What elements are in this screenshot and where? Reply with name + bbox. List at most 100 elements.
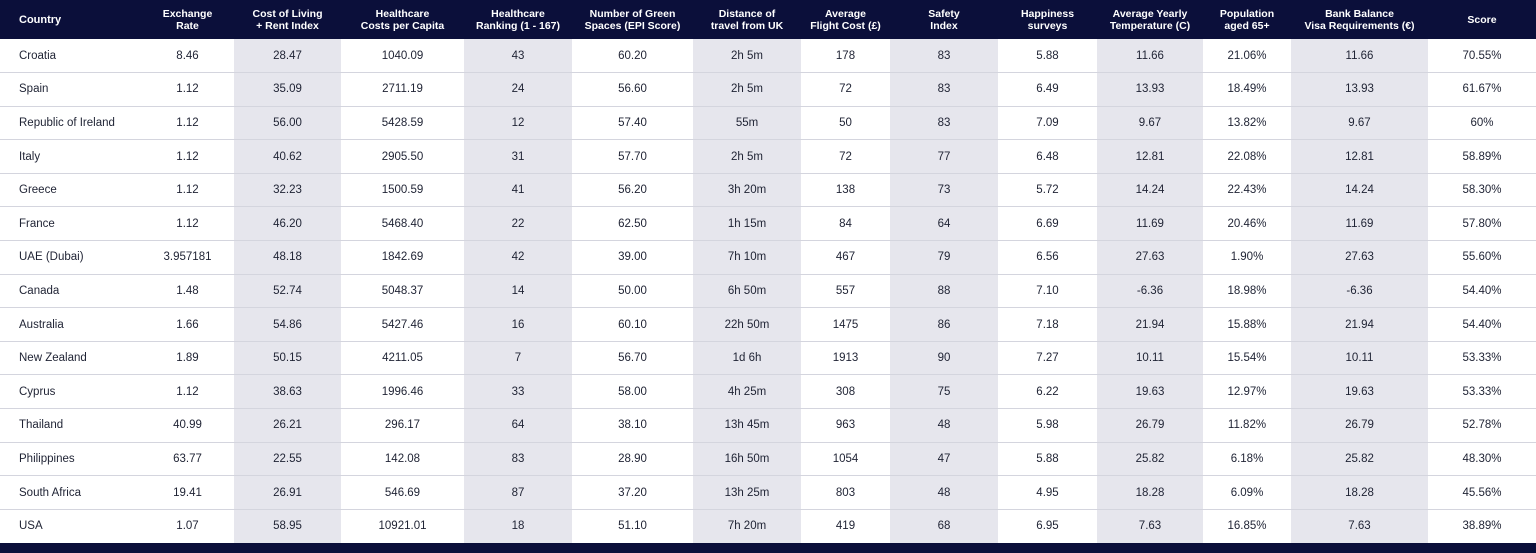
cell-score: 58.30% (1428, 173, 1536, 208)
cell-population-65: 15.54% (1203, 341, 1291, 376)
cell-travel-distance: 1h 15m (693, 206, 801, 242)
cell-exchange-rate: 1.12 (141, 72, 234, 107)
cell-population-65: 22.08% (1203, 139, 1291, 174)
column-header-country: Country (0, 0, 141, 39)
cell-healthcare-ranking: 64 (464, 408, 572, 443)
cell-happiness: 6.22 (998, 374, 1097, 410)
cell-healthcare-ranking: 22 (464, 206, 572, 242)
table-body: Croatia 8.46 28.47 1040.09 43 60.20 2h 5m 178 83… (0, 39, 1536, 543)
cell-travel-distance: 3h 20m (693, 173, 801, 208)
cell-score: 58.89% (1428, 139, 1536, 174)
cell-flight-cost: 1475 (801, 307, 890, 342)
cell-green-spaces: 38.10 (572, 408, 693, 443)
cell-green-spaces: 60.10 (572, 307, 693, 342)
cell-country: Cyprus (0, 374, 141, 410)
cell-population-65: 13.82% (1203, 106, 1291, 141)
cell-safety-index: 75 (890, 374, 998, 410)
cell-bank-balance: 21.94 (1291, 307, 1428, 342)
cell-population-65: 11.82% (1203, 408, 1291, 443)
cell-healthcare-costs: 1996.46 (341, 374, 464, 410)
cell-bank-balance: 27.63 (1291, 240, 1428, 275)
cell-country: Greece (0, 173, 141, 208)
cell-score: 57.80% (1428, 206, 1536, 242)
cell-green-spaces: 58.00 (572, 374, 693, 410)
cell-travel-distance: 6h 50m (693, 274, 801, 309)
cell-score: 61.67% (1428, 72, 1536, 107)
column-header-exchange-rate: Exchange Rate (141, 0, 234, 39)
cell-green-spaces: 57.70 (572, 139, 693, 174)
cell-avg-temperature: 11.66 (1097, 39, 1203, 74)
cell-healthcare-costs: 5468.40 (341, 206, 464, 242)
cell-safety-index: 64 (890, 206, 998, 242)
cell-healthcare-ranking: 41 (464, 173, 572, 208)
cell-country: Spain (0, 72, 141, 107)
cell-happiness: 6.69 (998, 206, 1097, 242)
column-header-safety-index: Safety Index (890, 0, 998, 39)
cell-travel-distance: 22h 50m (693, 307, 801, 342)
cell-flight-cost: 308 (801, 374, 890, 410)
cell-flight-cost: 72 (801, 72, 890, 107)
table-row: South Africa 19.41 26.91 546.69 87 37.20 13h 2… (0, 475, 1536, 510)
cell-healthcare-costs: 4211.05 (341, 341, 464, 376)
cell-bank-balance: 19.63 (1291, 374, 1428, 410)
cell-travel-distance: 7h 10m (693, 240, 801, 275)
cell-score: 53.33% (1428, 374, 1536, 410)
cell-avg-temperature: 11.69 (1097, 206, 1203, 242)
cell-safety-index: 48 (890, 408, 998, 443)
cell-safety-index: 79 (890, 240, 998, 275)
cell-avg-temperature: 12.81 (1097, 139, 1203, 174)
cell-green-spaces: 56.70 (572, 341, 693, 376)
cell-avg-temperature: -6.36 (1097, 274, 1203, 309)
cell-safety-index: 47 (890, 442, 998, 477)
cell-healthcare-costs: 1040.09 (341, 39, 464, 74)
cell-green-spaces: 56.60 (572, 72, 693, 107)
cell-exchange-rate: 8.46 (141, 39, 234, 74)
cell-flight-cost: 963 (801, 408, 890, 443)
cell-country: Republic of Ireland (0, 106, 141, 141)
cell-population-65: 22.43% (1203, 173, 1291, 208)
cell-green-spaces: 57.40 (572, 106, 693, 141)
cell-avg-temperature: 13.93 (1097, 72, 1203, 107)
cell-happiness: 6.48 (998, 139, 1097, 174)
cell-cost-of-living: 22.55 (234, 442, 341, 477)
cell-flight-cost: 178 (801, 39, 890, 74)
cell-bank-balance: 13.93 (1291, 72, 1428, 107)
cell-green-spaces: 28.90 (572, 442, 693, 477)
cell-happiness: 6.49 (998, 72, 1097, 107)
cell-bank-balance: 11.66 (1291, 39, 1428, 74)
table-row: Greece 1.12 32.23 1500.59 41 56.20 3h 20m 138 73… (0, 173, 1536, 208)
cell-happiness: 5.72 (998, 173, 1097, 208)
cell-healthcare-ranking: 7 (464, 341, 572, 376)
column-header-population-65: Population aged 65+ (1203, 0, 1291, 39)
column-header-cost-of-living: Cost of Living + Rent Index (234, 0, 341, 39)
cell-score: 70.55% (1428, 39, 1536, 74)
table-row: Croatia 8.46 28.47 1040.09 43 60.20 2h 5m 178 83… (0, 39, 1536, 74)
cell-flight-cost: 803 (801, 475, 890, 510)
cell-flight-cost: 419 (801, 509, 890, 543)
cell-exchange-rate: 1.66 (141, 307, 234, 342)
cell-country: Croatia (0, 39, 141, 74)
cell-happiness: 7.10 (998, 274, 1097, 309)
cell-flight-cost: 138 (801, 173, 890, 208)
cell-population-65: 18.98% (1203, 274, 1291, 309)
cell-score: 52.78% (1428, 408, 1536, 443)
cell-population-65: 12.97% (1203, 374, 1291, 410)
cell-cost-of-living: 56.00 (234, 106, 341, 141)
cell-bank-balance: 18.28 (1291, 475, 1428, 510)
cell-population-65: 16.85% (1203, 509, 1291, 543)
column-header-travel-distance: Distance of travel from UK (693, 0, 801, 39)
cell-avg-temperature: 21.94 (1097, 307, 1203, 342)
cell-avg-temperature: 26.79 (1097, 408, 1203, 443)
cell-flight-cost: 467 (801, 240, 890, 275)
cell-avg-temperature: 19.63 (1097, 374, 1203, 410)
cell-healthcare-ranking: 83 (464, 442, 572, 477)
table-row: Republic of Ireland 1.12 56.00 5428.59 12 57.… (0, 106, 1536, 141)
cell-happiness: 7.09 (998, 106, 1097, 141)
cell-healthcare-ranking: 16 (464, 307, 572, 342)
cell-score: 38.89% (1428, 509, 1536, 543)
cell-safety-index: 68 (890, 509, 998, 543)
table-row: Italy 1.12 40.62 2905.50 31 57.70 2h 5m 72 77 6.4… (0, 139, 1536, 174)
cell-population-65: 18.49% (1203, 72, 1291, 107)
cell-exchange-rate: 3.957181 (141, 240, 234, 275)
column-header-green-spaces: Number of Green Spaces (EPI Score) (572, 0, 693, 39)
